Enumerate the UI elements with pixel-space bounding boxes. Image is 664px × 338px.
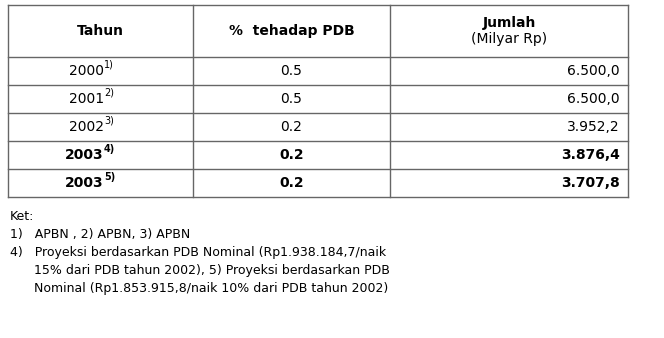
Text: 1): 1): [104, 60, 114, 70]
Text: Jumlah: Jumlah: [482, 16, 536, 29]
Text: %  tehadap PDB: % tehadap PDB: [228, 24, 355, 38]
Text: 3.876,4: 3.876,4: [561, 148, 620, 162]
Text: 2000: 2000: [69, 64, 104, 78]
Text: 2003: 2003: [65, 148, 104, 162]
Text: 3.952,2: 3.952,2: [567, 120, 620, 134]
Text: 15% dari PDB tahun 2002), 5) Proyeksi berdasarkan PDB: 15% dari PDB tahun 2002), 5) Proyeksi be…: [10, 264, 390, 277]
Text: 2003: 2003: [65, 176, 104, 190]
Text: 0.2: 0.2: [279, 148, 304, 162]
Text: Tahun: Tahun: [77, 24, 124, 38]
Text: 4): 4): [104, 144, 115, 154]
Text: 5): 5): [104, 172, 115, 182]
Text: 0.2: 0.2: [281, 120, 302, 134]
Text: 3): 3): [104, 116, 114, 126]
Text: 3.707,8: 3.707,8: [561, 176, 620, 190]
Text: 0.5: 0.5: [281, 92, 302, 106]
Text: 2001: 2001: [68, 92, 104, 106]
Text: 4)   Proyeksi berdasarkan PDB Nominal (Rp1.938.184,7/naik: 4) Proyeksi berdasarkan PDB Nominal (Rp1…: [10, 246, 386, 259]
Text: (Milyar Rp): (Milyar Rp): [471, 32, 547, 46]
Text: 1)   APBN , 2) APBN, 3) APBN: 1) APBN , 2) APBN, 3) APBN: [10, 228, 191, 241]
Text: 2): 2): [104, 88, 114, 98]
Text: Ket:: Ket:: [10, 210, 35, 223]
Text: 6.500,0: 6.500,0: [567, 92, 620, 106]
Text: 0.2: 0.2: [279, 176, 304, 190]
Text: 0.5: 0.5: [281, 64, 302, 78]
Text: 6.500,0: 6.500,0: [567, 64, 620, 78]
Text: Nominal (Rp1.853.915,8/naik 10% dari PDB tahun 2002): Nominal (Rp1.853.915,8/naik 10% dari PDB…: [10, 282, 388, 295]
Text: 2002: 2002: [69, 120, 104, 134]
